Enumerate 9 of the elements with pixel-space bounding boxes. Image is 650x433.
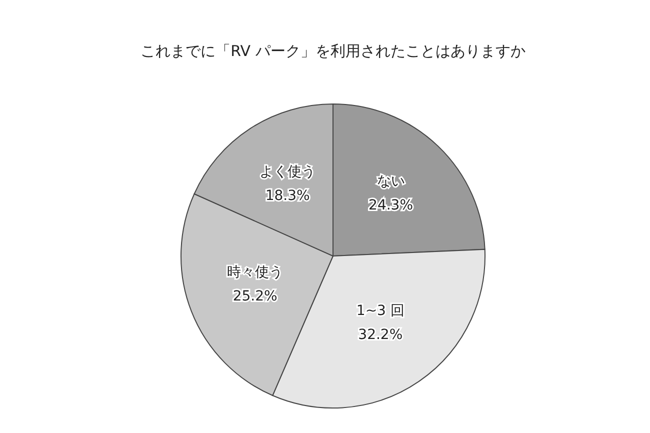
data-label: 24.3% <box>368 198 414 214</box>
slice-label: 1~3 回 <box>356 302 404 319</box>
slice-label: よく使う <box>260 164 316 180</box>
data-label: 25.2% <box>232 288 278 304</box>
chart-title: これまでに「RV パーク」を利用されたことはありますか <box>140 42 526 60</box>
data-label: 18.3% <box>265 188 310 204</box>
slice-label: 時々使う <box>227 264 284 280</box>
slice-label: ない <box>376 174 405 190</box>
data-label: 32.2% <box>358 326 403 343</box>
